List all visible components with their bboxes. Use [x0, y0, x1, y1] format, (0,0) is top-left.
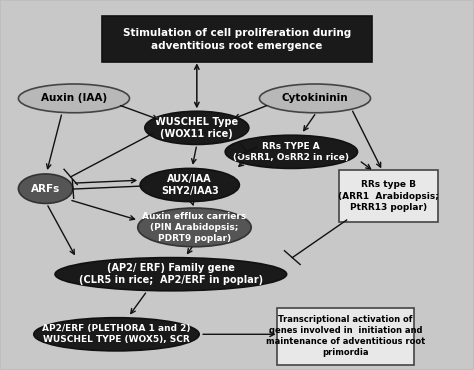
Text: WUSCHEL Type
(WOX11 rice): WUSCHEL Type (WOX11 rice)	[155, 117, 238, 139]
Text: Auxin efflux carriers
(PIN Arabidopsis;
PDRT9 poplar): Auxin efflux carriers (PIN Arabidopsis; …	[142, 212, 246, 243]
Ellipse shape	[34, 318, 199, 351]
Text: Cytokininin: Cytokininin	[282, 93, 348, 103]
Text: Auxin (IAA): Auxin (IAA)	[41, 93, 107, 103]
Text: AP2/ERF (PLETHORA 1 and 2)
WUSCHEL TYPE (WOX5), SCR: AP2/ERF (PLETHORA 1 and 2) WUSCHEL TYPE …	[42, 324, 191, 344]
Ellipse shape	[18, 174, 73, 204]
Text: AUX/IAA
SHY2/IAA3: AUX/IAA SHY2/IAA3	[161, 174, 219, 196]
FancyBboxPatch shape	[338, 170, 438, 222]
Ellipse shape	[259, 84, 371, 113]
Ellipse shape	[225, 135, 357, 168]
Text: Stimulation of cell proliferation during
adventitious root emergence: Stimulation of cell proliferation during…	[123, 28, 351, 51]
Text: RRs type B
(ARR1  Arabidopsis;
PtRR13 poplar): RRs type B (ARR1 Arabidopsis; PtRR13 pop…	[338, 181, 438, 212]
Text: (AP2/ ERF) Family gene
(CLR5 in rice;  AP2/ERF in poplar): (AP2/ ERF) Family gene (CLR5 in rice; AP…	[79, 263, 263, 285]
Ellipse shape	[145, 111, 249, 144]
Ellipse shape	[140, 168, 239, 202]
Ellipse shape	[138, 208, 251, 247]
Ellipse shape	[55, 258, 287, 291]
Text: RRs TYPE A
(OsRR1, OsRR2 in rice): RRs TYPE A (OsRR1, OsRR2 in rice)	[233, 142, 349, 162]
Text: Transcriptional activation of
genes involved in  initiation and
maintenance of a: Transcriptional activation of genes invo…	[266, 315, 425, 357]
Ellipse shape	[18, 84, 129, 113]
Text: ARFs: ARFs	[31, 184, 60, 194]
FancyBboxPatch shape	[102, 16, 372, 63]
FancyBboxPatch shape	[277, 307, 414, 365]
